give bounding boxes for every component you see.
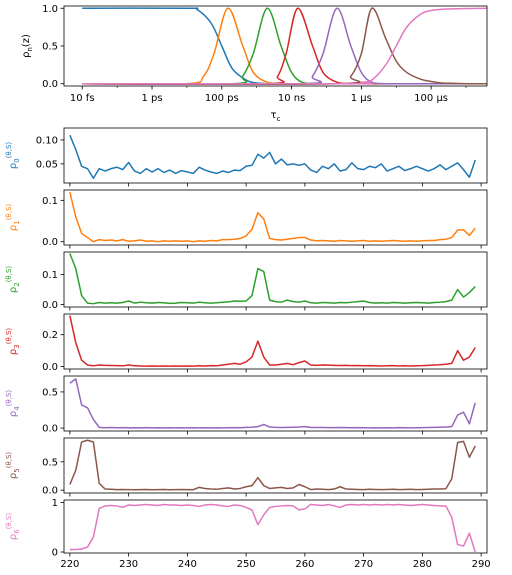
- panel-0-ytick-label: 1.0: [42, 4, 58, 15]
- panel-3: 0.0 0.1 ρ2(θ,S): [5, 251, 488, 311]
- panel-3-ytick-label: 0.0: [42, 300, 58, 311]
- panel-7-xtick-label: 230: [119, 559, 138, 570]
- panel-7-xtick-label: 240: [178, 559, 197, 570]
- overlap-series-line: [82, 7, 488, 85]
- panel-4-ytick-label: 0.0: [42, 362, 58, 373]
- panel-3-frame: [63, 251, 488, 308]
- panel-0-xlabel: τc: [271, 110, 281, 123]
- panel-1: 0.05 0.10 ρ0(θ,S): [5, 127, 488, 187]
- overlap-series-line: [82, 7, 487, 86]
- panel-0-ytick-label: 0.5: [42, 42, 58, 53]
- panel-4-series-line: [69, 315, 476, 367]
- panel-4-ytick-label: 0.2: [42, 330, 58, 341]
- panel-2-frame: [63, 189, 488, 246]
- panel-7-xtick-label: 260: [295, 559, 314, 570]
- overlap-series-line: [82, 7, 488, 86]
- panel-7: 0 1 220 230 240 250 260 270 280 290 ρ6(θ,S): [5, 498, 491, 570]
- panel-2: 0.0 0.1 ρ1(θ,S): [5, 189, 488, 249]
- panel-7-xtick-label: 290: [472, 559, 491, 570]
- panel-1-frame: [63, 127, 488, 184]
- panel-0-xtick-label: 1 ps: [141, 93, 162, 104]
- overlap-series-line: [82, 7, 487, 86]
- panel-2-ytick-label: 0.0: [42, 237, 58, 248]
- panel-1-ytick-label: 0.10: [36, 135, 58, 146]
- panel-7-xtick-label: 220: [60, 559, 79, 570]
- panel-7-ytick-label: 0: [52, 548, 58, 559]
- panel-5-ytick-label: 0.0: [42, 424, 58, 435]
- panel-0-xtick-label: 100 ps: [205, 93, 239, 104]
- overlap-series-line: [82, 7, 487, 86]
- panel-5-series-line: [69, 378, 476, 429]
- panel-2-ytick-label: 0.1: [42, 196, 58, 207]
- overlap-series-line: [82, 7, 487, 86]
- panel-5: 0.0 0.5 ρ4(θ,S): [5, 375, 488, 435]
- panel-6-ytick-label: 0.0: [42, 486, 58, 497]
- panel-0-xtick-label: 10 fs: [70, 93, 95, 104]
- panel-4: 0.0 0.2 ρ3(θ,S): [5, 313, 488, 373]
- overlap-series-line: [82, 7, 487, 85]
- panel-0-xtick-label: 10 ns: [278, 93, 305, 104]
- panel-5-ylabel: ρ4(θ,S): [5, 390, 21, 418]
- panel-7-ytick-label: 1: [52, 498, 58, 509]
- panel-7-ylabel: ρ6(θ,S): [5, 513, 21, 541]
- panel-6-frame: [63, 437, 488, 494]
- panel-1-series-line: [69, 134, 476, 179]
- panel-4-ylabel: ρ3(θ,S): [5, 328, 21, 356]
- panel-7-series-line: [69, 503, 476, 553]
- panel-1-ylabel: ρ0(θ,S): [5, 142, 21, 170]
- panel-0: 0.0 0.5 1.0 10 fs 1 ps 100 ps 10 ns 1 μs 100 μs τ…: [21, 4, 488, 123]
- panel-7-xtick-label: 280: [413, 559, 432, 570]
- panel-0-xtick-label: 1 μs: [351, 93, 372, 104]
- panel-0-xtick-label: 100 μs: [414, 93, 448, 104]
- panel-7-frame: [63, 499, 488, 554]
- panel-6-ytick-label: 0.5: [42, 457, 58, 468]
- panel-3-ytick-label: 0.1: [42, 270, 58, 281]
- panel-5-ytick-label: 0.5: [42, 387, 58, 398]
- panel-3-series-line: [69, 253, 476, 305]
- panel-7-xtick-label: 270: [354, 559, 373, 570]
- panel-0-frame: [63, 5, 488, 87]
- panel-6-ylabel: ρ5(θ,S): [5, 452, 21, 480]
- panel-0-ytick-label: 0.0: [42, 79, 58, 90]
- panel-4-frame: [63, 313, 488, 370]
- panel-2-series-line: [69, 191, 476, 243]
- panel-6-series-line: [69, 439, 476, 491]
- panel-5-frame: [63, 375, 488, 432]
- panel-2-ylabel: ρ1(θ,S): [5, 204, 21, 232]
- panel-0-ylabel: ρn(z): [21, 34, 34, 58]
- panel-6: 0.0 0.5 ρ5(θ,S): [5, 437, 488, 497]
- panel-1-ytick-label: 0.05: [36, 159, 58, 170]
- panel-3-ylabel: ρ2(θ,S): [5, 266, 21, 294]
- panel-7-xtick-label: 250: [237, 559, 256, 570]
